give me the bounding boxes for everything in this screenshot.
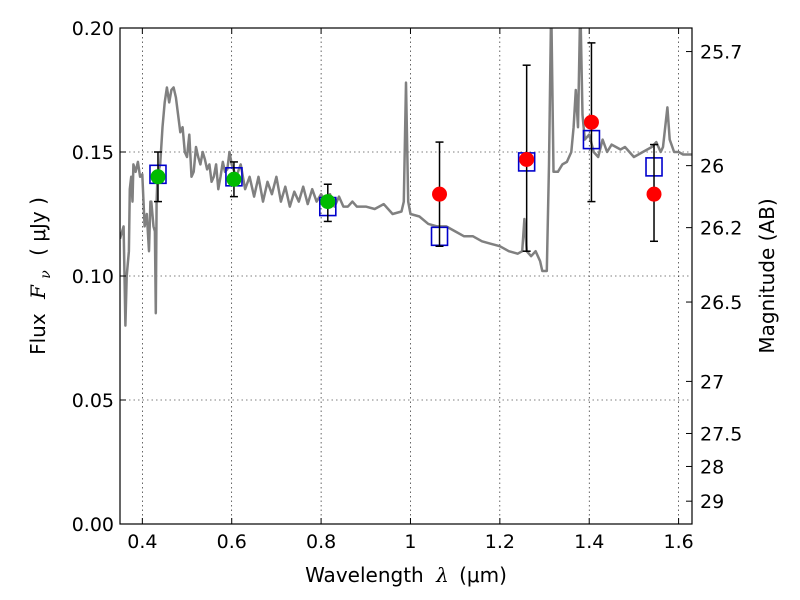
- mag-tick-label: 27: [700, 371, 724, 393]
- mag-tick-label: 27.5: [700, 423, 742, 445]
- x-axis-unit: (μm): [459, 563, 507, 587]
- axes: 0.4 0.6 0.8 1 1.2 1.4 1.6 0.00 0.05 0.10 0.15 0.20 2…: [72, 18, 743, 553]
- observed-point: [150, 169, 166, 185]
- mag-tick-label: 25.7: [700, 42, 742, 64]
- observed-point: [226, 171, 242, 187]
- error-bars: [150, 42, 662, 252]
- x-tick-label: 0.4: [127, 531, 157, 553]
- x-tick-label: 0.8: [306, 531, 336, 553]
- y-axis-title: Flux F ν ( μJy ): [26, 197, 55, 355]
- observed-point: [320, 194, 336, 210]
- y-axis-unit: ( μJy ): [26, 197, 50, 256]
- mag-tick-label: 28: [700, 456, 724, 478]
- y-tick-label: 0.10: [72, 266, 114, 288]
- y-tick-label: 0.05: [72, 390, 114, 412]
- y-tick-label: 0.20: [72, 18, 114, 40]
- x-axis-title: Wavelength λ (μm): [305, 563, 507, 587]
- y-axis-label: Flux: [26, 313, 50, 355]
- x-tick-label: 1: [404, 531, 416, 553]
- x-axis-symbol: λ: [435, 563, 449, 587]
- y-tick-label: 0.00: [72, 514, 114, 536]
- observed-point: [646, 186, 662, 202]
- mag-tick-label: 26.2: [700, 218, 742, 240]
- mag-tick-label: 29: [700, 491, 724, 513]
- x-tick-label: 0.6: [217, 531, 247, 553]
- mag-tick-label: 26: [700, 156, 724, 178]
- plot-area: [120, 28, 692, 327]
- y-axis-subscript: ν: [38, 270, 54, 279]
- y-axis-symbol: F: [26, 284, 50, 300]
- observed-point: [583, 114, 599, 130]
- x-tick-label: 1.4: [574, 531, 604, 553]
- y-tick-label: 0.15: [72, 142, 114, 164]
- observed-point: [519, 151, 535, 167]
- model-sed-line: [120, 28, 692, 327]
- x-tick-label: 1.6: [663, 531, 693, 553]
- x-tick-label: 1.2: [485, 531, 515, 553]
- x-axis-label: Wavelength: [305, 563, 424, 587]
- y2-axis-title: Magnitude (AB): [755, 198, 779, 353]
- grid: [120, 28, 692, 524]
- mag-tick-label: 26.5: [700, 292, 742, 314]
- observed-point: [432, 186, 448, 202]
